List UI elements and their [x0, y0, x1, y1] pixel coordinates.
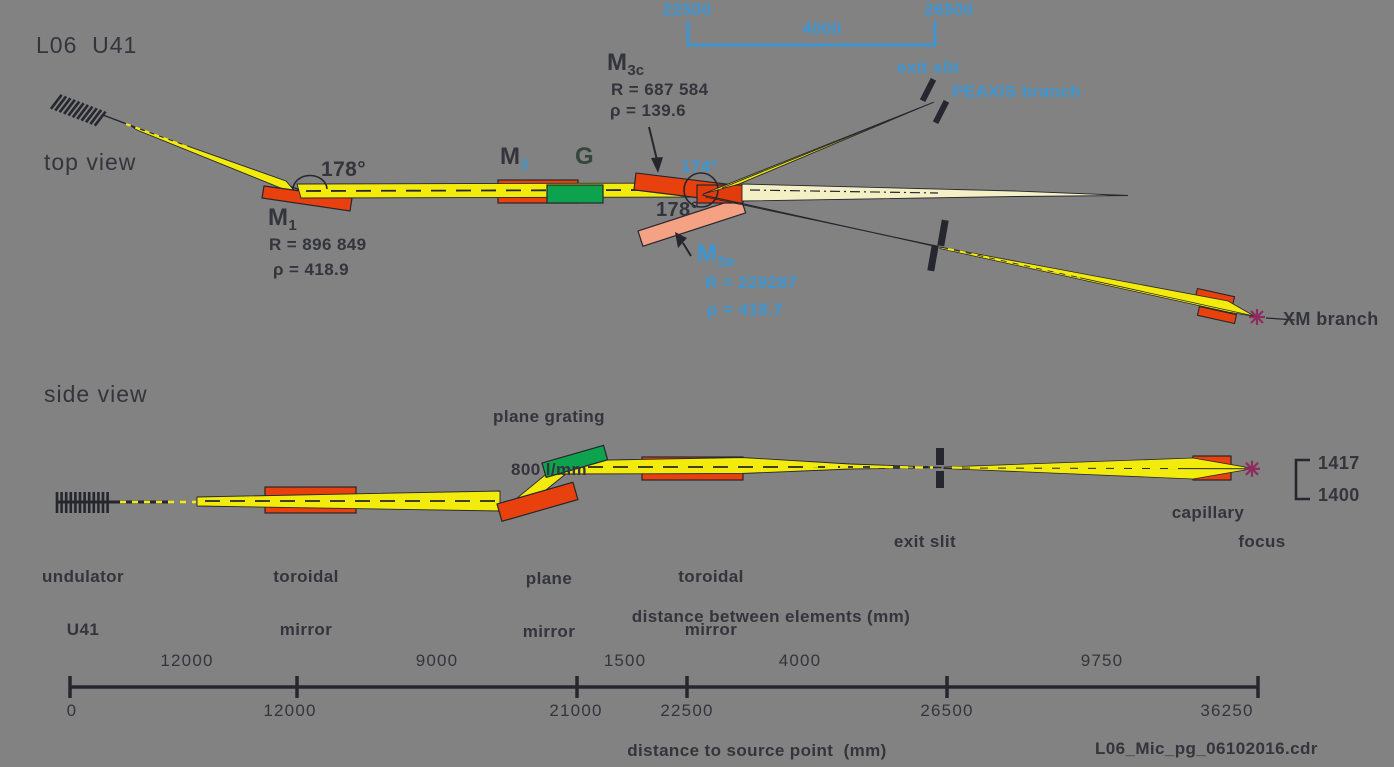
top-scale-bracket	[686, 21, 937, 47]
mirror-plane-side	[496, 481, 579, 523]
side-beam-c-dashes-y	[809, 465, 934, 469]
beam-m3c-to-peaxis	[702, 101, 935, 195]
m1-rho-label: ρ = 418.9	[273, 260, 350, 279]
xm-beam-dashes	[947, 248, 1081, 278]
scale-between-2: 1500	[603, 651, 647, 670]
focus-size-top-value: 1417	[1318, 453, 1360, 473]
peaxis-exit-slit-icon	[919, 77, 950, 125]
top-scale-right-value: 26500	[924, 0, 974, 19]
m3a-rho-label: ρ = 418.7	[707, 300, 784, 319]
m3a-radius-label: R = 229287	[705, 273, 798, 292]
m1-label: M1	[268, 204, 297, 234]
m3c-angle-label: 174°	[681, 157, 718, 176]
side-beam-c	[556, 457, 942, 475]
m3a-arrow	[675, 232, 692, 257]
undulator-top-icon	[49, 94, 107, 127]
focus-star-side-icon	[1244, 460, 1260, 477]
peaxis-branch-label: PEAXIS branch	[952, 82, 1081, 101]
scale-pos-4: 26500	[920, 701, 974, 720]
xm-beam-line2	[939, 246, 1255, 317]
m3-angle2-label: 178°	[656, 199, 699, 221]
top-scale-left-value: 22500	[662, 0, 712, 19]
scale-pos-3: 22500	[660, 701, 714, 720]
plane-mirror-label: plane mirror	[522, 568, 576, 642]
focus-label: focus	[1238, 532, 1286, 551]
top-scale-span-value: 4000	[802, 19, 842, 38]
scale-between-3: 4000	[778, 651, 822, 670]
m3c-radius-label: R = 687 584	[611, 80, 709, 99]
exit-slit-side-label: exit slit	[893, 532, 957, 551]
toroidal1-label: toroidal mirror	[273, 566, 339, 640]
m3c-rho-label: ρ = 139.6	[610, 101, 687, 120]
side-exit-slit-icon	[936, 448, 944, 488]
distance-scale-axis	[68, 676, 1260, 698]
scale-pos-1: 12000	[263, 701, 317, 720]
grating-g	[546, 184, 604, 204]
xm-exit-slit-icon	[927, 219, 949, 272]
capillary-label: capillary	[1171, 503, 1245, 522]
m2-label: M2	[500, 143, 529, 173]
plane-grating-label: plane grating 800 l/mm	[493, 406, 605, 480]
xm-beam-line1	[704, 196, 938, 247]
focus-size-bottom-value: 1400	[1318, 485, 1360, 505]
file-label: L06_Mic_pg_06102016.cdr	[1095, 739, 1318, 758]
xm-branch-label: XM branch	[1283, 309, 1379, 329]
scale-pos-5: 36250	[1200, 701, 1254, 720]
focus-star-top-icon	[1249, 309, 1296, 325]
focus-size-bracket	[1294, 458, 1310, 501]
peaxis-beam-line	[721, 102, 933, 189]
top-view-label: top view	[44, 149, 137, 175]
scale-between-0: 12000	[160, 651, 214, 670]
scale-between-1: 9000	[415, 651, 459, 670]
scale-pos-2: 21000	[549, 701, 603, 720]
scale-pos-0: 0	[66, 701, 78, 720]
scale-title-between: distance between elements (mm)	[631, 607, 911, 626]
beam-dashes-source	[125, 122, 191, 150]
exit-slit-top-label: exit slit	[897, 58, 960, 77]
m3c-label: M3c	[607, 49, 645, 79]
toroidal2-label: toroidal mirror	[678, 566, 744, 640]
m3c-arrow	[648, 126, 663, 173]
grating-label: G	[575, 143, 595, 170]
side-view-label: side view	[44, 381, 148, 407]
zero-order-dashdot	[749, 189, 939, 194]
undulator-label: undulator U41	[42, 566, 124, 640]
m1-radius-label: R = 896 849	[269, 235, 367, 254]
scale-between-4: 9750	[1080, 651, 1124, 670]
m3a-label: M3a	[697, 240, 735, 270]
m1-angle-label: 178°	[321, 158, 367, 181]
scale-title-source: distance to source point (mm)	[627, 741, 887, 760]
grating-side-icon	[541, 444, 609, 479]
angle-arc-m1	[292, 174, 328, 191]
side-beam-dashes2	[951, 466, 1186, 470]
page-title: L06 U41	[36, 32, 138, 58]
